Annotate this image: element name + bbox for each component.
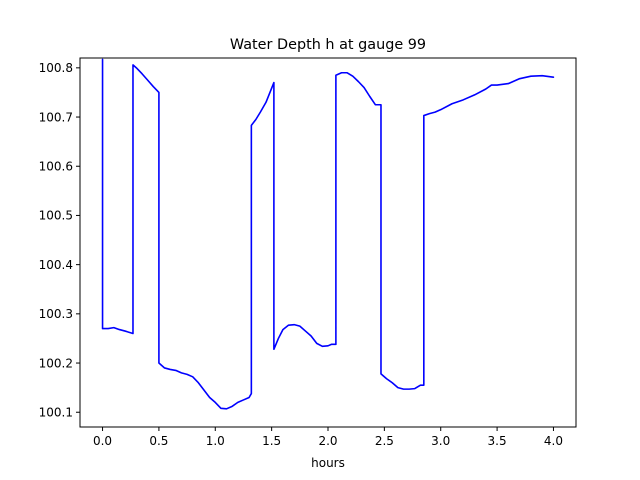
y-tick-label: 100.6 (39, 160, 73, 174)
y-tick-label: 100.5 (39, 209, 73, 223)
x-axis-label: hours (311, 456, 345, 470)
chart-title: Water Depth h at gauge 99 (230, 37, 426, 53)
x-axis: 0.0 0.5 1.0 1.5 2.0 2.5 3.0 3.5 4.0 (93, 427, 563, 448)
y-tick-label: 100.2 (39, 356, 73, 370)
x-tick-label: 1.0 (206, 434, 225, 448)
x-tick-label: 0.5 (149, 434, 168, 448)
y-tick-label: 100.3 (39, 307, 73, 321)
x-tick-label: 2.5 (375, 434, 394, 448)
y-axis: 100.1 100.2 100.3 100.4 100.5 100.6 100.7 100.8 (39, 61, 80, 420)
series-line-0 (101, 58, 555, 410)
y-tick-label: 100.8 (39, 61, 73, 75)
y-tick-label: 100.1 (39, 406, 73, 420)
x-tick-label: 1.5 (262, 434, 281, 448)
y-tick-label: 100.7 (39, 110, 73, 124)
x-tick-label: 3.5 (488, 434, 507, 448)
plot-frame (79, 57, 577, 428)
x-tick-label: 2.0 (318, 434, 337, 448)
x-tick-label: 3.0 (431, 434, 450, 448)
x-tick-label: 4.0 (544, 434, 563, 448)
plot-series (101, 58, 555, 410)
y-tick-label: 100.4 (39, 258, 73, 272)
x-tick-label: 0.0 (93, 434, 112, 448)
